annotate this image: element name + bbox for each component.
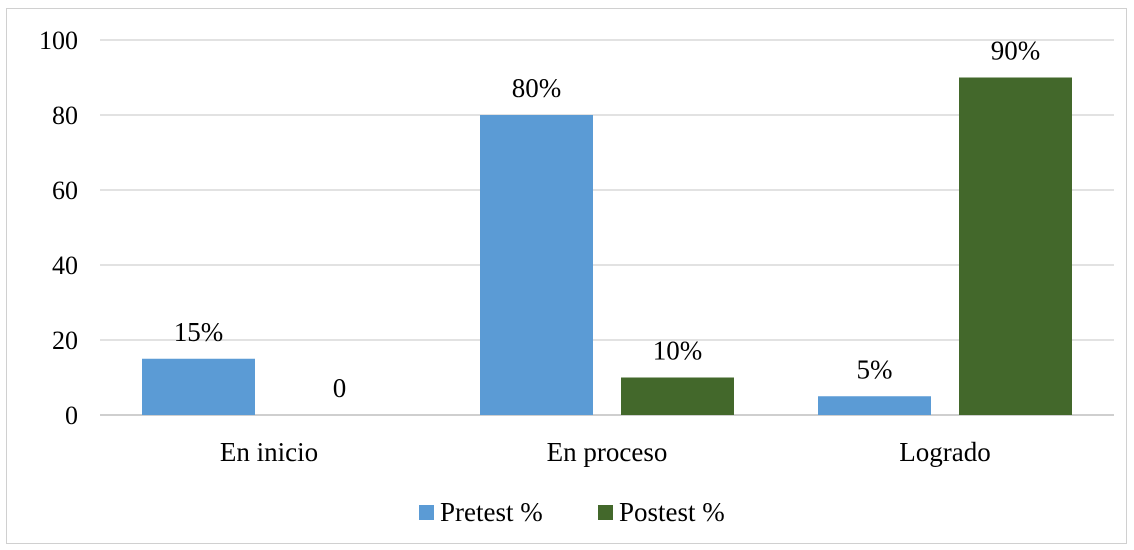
legend: Pretest % Postest % <box>419 497 725 527</box>
gridlines <box>100 39 1114 416</box>
x-category-label: Logrado <box>899 437 990 467</box>
y-tick-label: 0 <box>65 401 78 430</box>
y-tick-label: 60 <box>52 176 78 205</box>
x-axis-categories: En inicio En proceso Logrado <box>220 437 991 467</box>
legend-label: Pretest % <box>440 497 543 527</box>
legend-swatch <box>598 505 613 520</box>
bar <box>480 115 593 415</box>
data-label: 0 <box>333 373 347 403</box>
y-tick-label: 80 <box>52 101 78 130</box>
bar <box>818 396 931 415</box>
x-category-label: En inicio <box>220 437 318 467</box>
y-tick-label: 40 <box>52 251 78 280</box>
data-label: 90% <box>991 36 1041 66</box>
y-tick-label: 100 <box>39 26 78 55</box>
bar <box>142 358 255 415</box>
bar <box>959 77 1072 415</box>
y-axis-ticks: 0 20 40 60 80 100 <box>39 26 78 430</box>
bar <box>621 377 734 415</box>
bars <box>142 77 1072 415</box>
data-label: 15% <box>174 317 224 347</box>
legend-label: Postest % <box>619 497 725 527</box>
data-label: 5% <box>857 354 893 384</box>
data-labels: 15% 0 80% 10% 5% 90% <box>174 36 1041 404</box>
y-tick-label: 20 <box>52 326 78 355</box>
legend-swatch <box>419 505 434 520</box>
data-label: 80% <box>512 73 562 103</box>
x-category-label: En proceso <box>547 437 668 467</box>
data-label: 10% <box>653 336 703 366</box>
